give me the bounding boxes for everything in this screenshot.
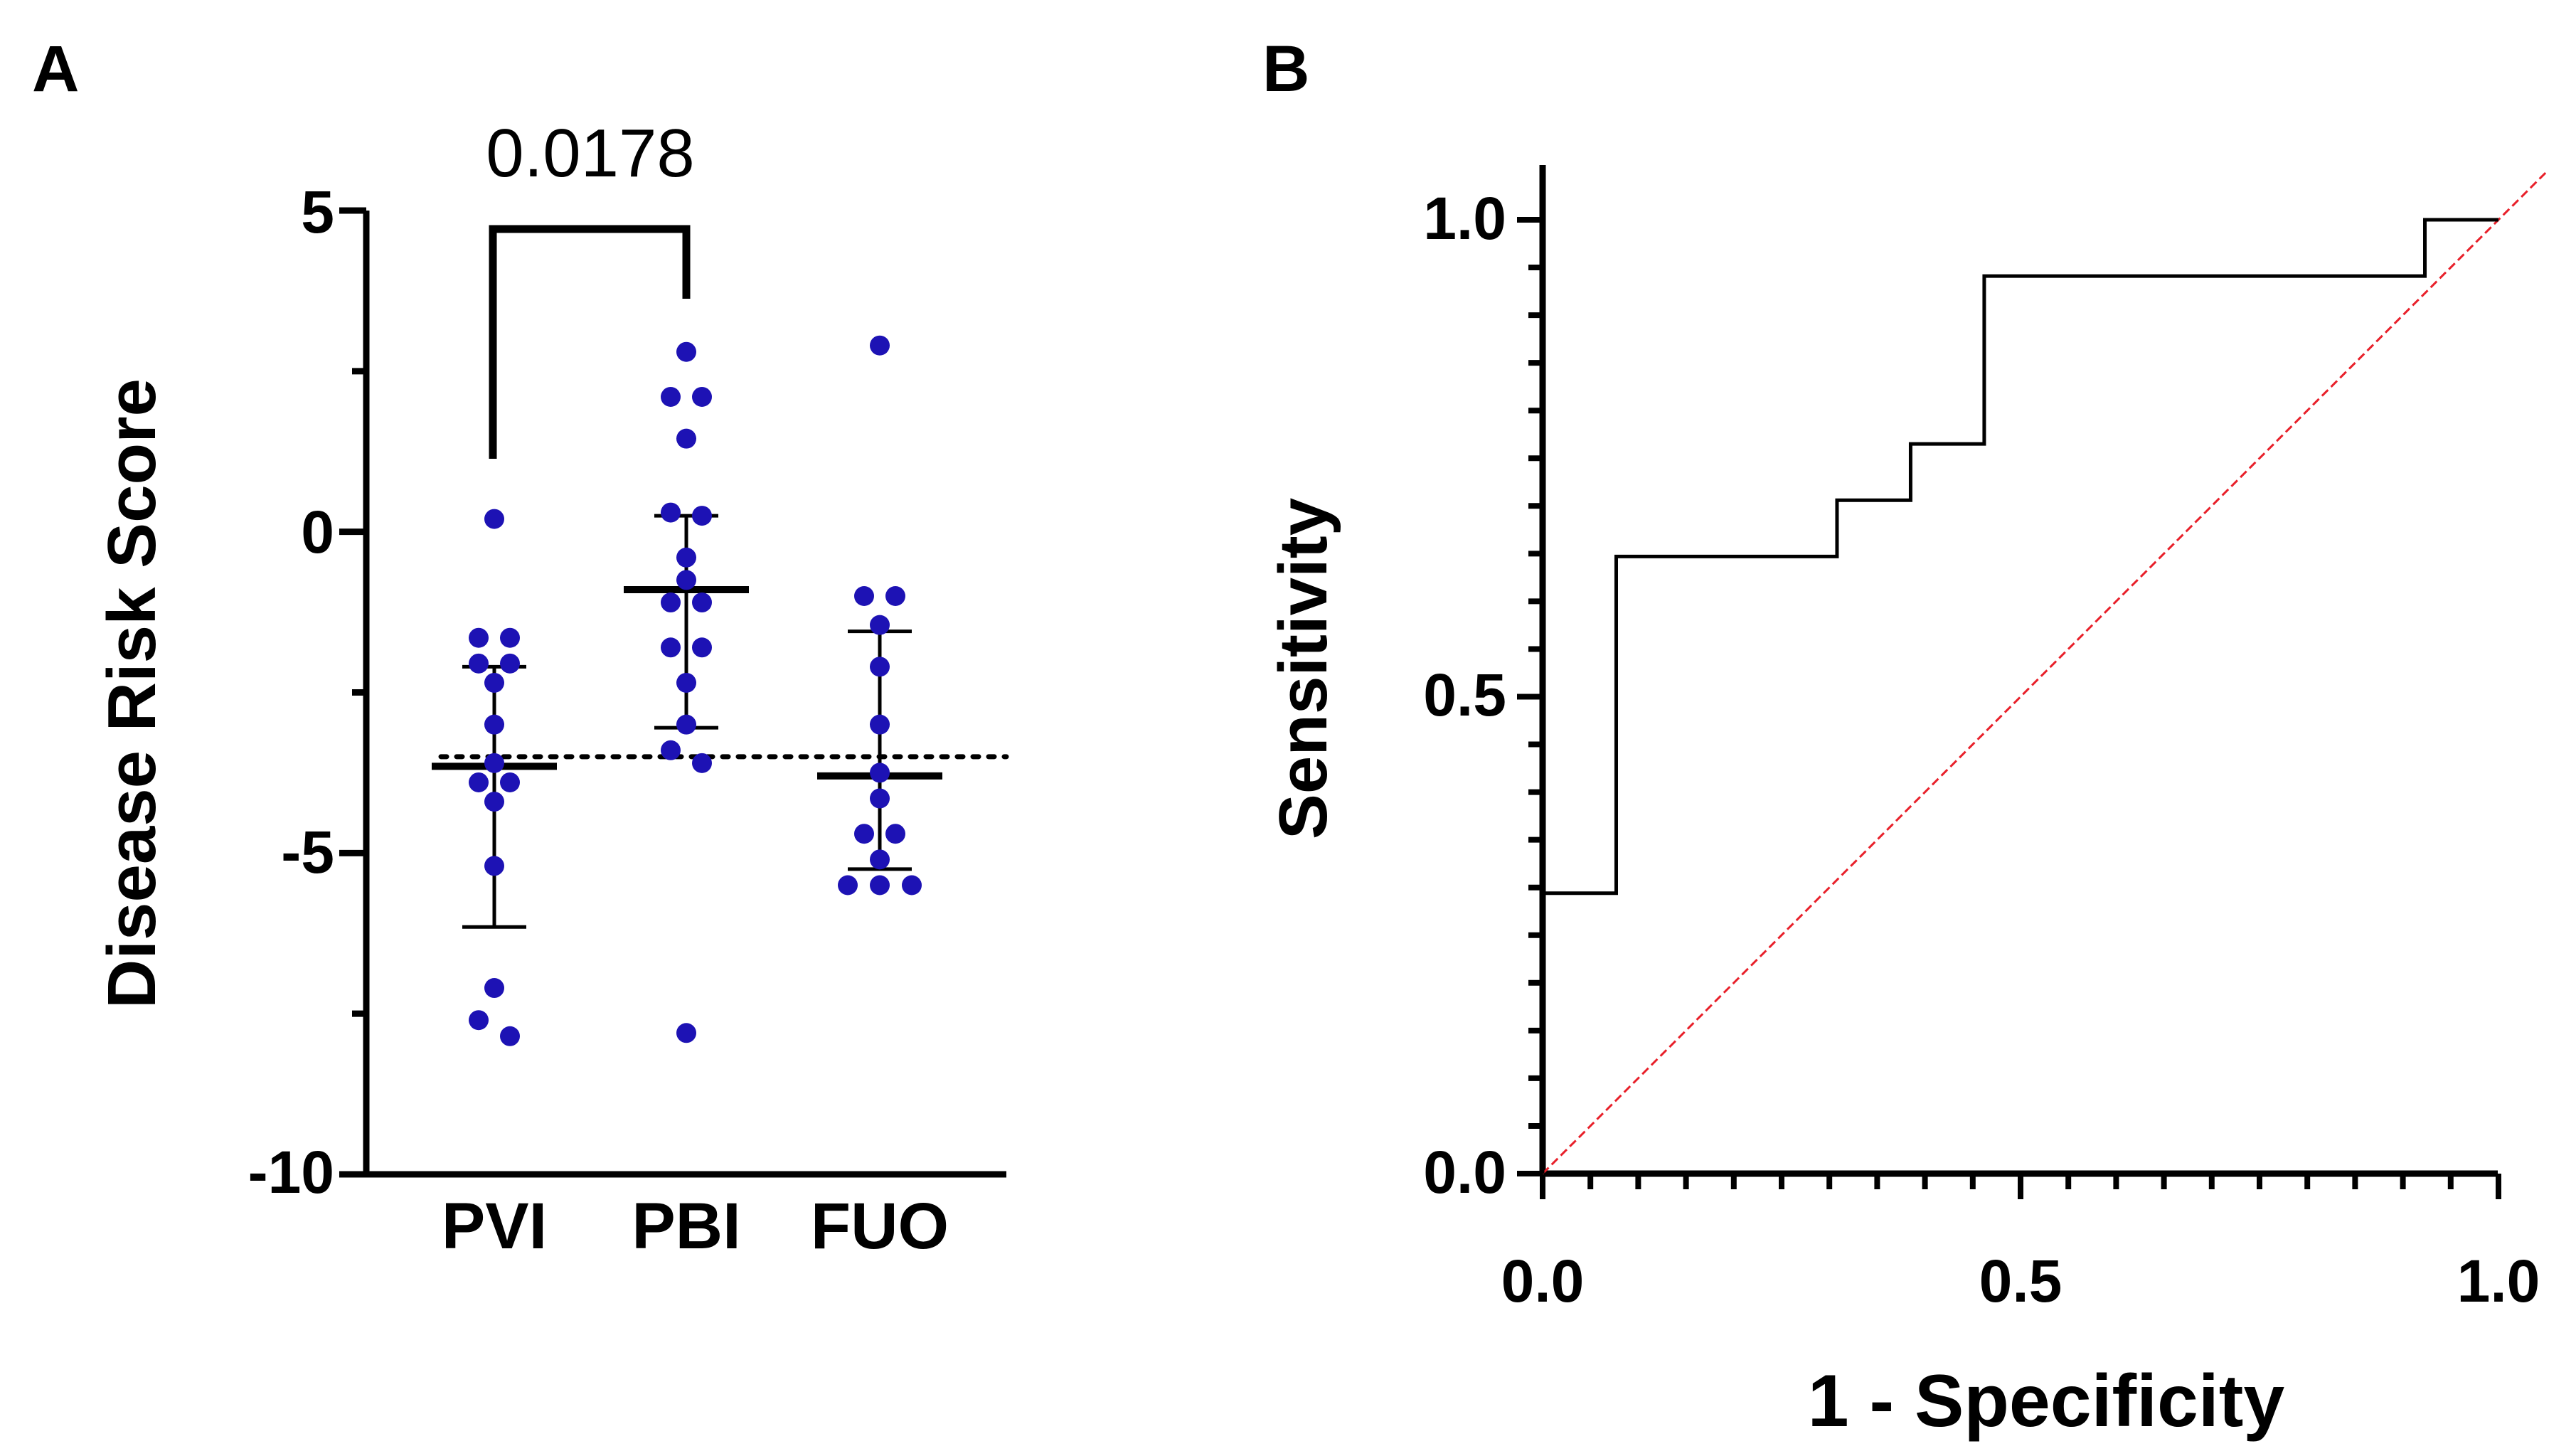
x-tick-label-pbi: PBI: [632, 1190, 740, 1263]
data-point-fuo: [870, 788, 890, 809]
data-point-pbi: [661, 502, 681, 523]
data-point-fuo: [870, 615, 890, 635]
data-point-fuo: [870, 849, 890, 870]
x-tick-label-pvi: PVI: [442, 1190, 547, 1263]
data-point-pvi: [500, 653, 520, 674]
data-point-pvi: [469, 1010, 489, 1031]
x-tick-label: 1.0: [2457, 1248, 2540, 1314]
panel-a: A 5 0 -5 -10 Disease Risk Score PVI PBI …: [32, 33, 1009, 1263]
significance-bracket: [489, 225, 691, 459]
data-point-pbi: [676, 714, 696, 735]
y-tick-label: -10: [248, 1139, 334, 1206]
data-point-fuo: [870, 714, 890, 735]
y-tick-label: 1.0: [1423, 185, 1506, 252]
data-point-pbi: [676, 672, 696, 693]
reference-diagonal-line: [1541, 171, 2548, 1175]
data-point-pbi: [661, 637, 681, 658]
data-point-fuo: [902, 875, 922, 896]
data-point-fuo: [838, 875, 858, 896]
data-point-pbi: [692, 506, 712, 526]
panel-b-y-axis-title: Sensitivity: [1265, 498, 1341, 839]
y-tick-label: 0.5: [1423, 661, 1506, 728]
data-point-pvi: [484, 714, 504, 735]
data-point-pvi: [469, 772, 489, 792]
data-point-fuo: [854, 586, 874, 606]
data-point-pvi: [484, 509, 504, 529]
data-point-pvi: [500, 772, 520, 792]
panel-a-x-tick-labels: PVI PBI FUO: [442, 1190, 949, 1263]
data-point-pvi: [484, 672, 504, 693]
data-point-pbi: [676, 547, 696, 568]
x-tick-label: 0.0: [1501, 1248, 1585, 1314]
data-point-fuo: [885, 586, 905, 606]
data-point-fuo: [870, 762, 890, 783]
data-point-pbi: [676, 341, 696, 362]
y-tick-label: 0: [301, 499, 334, 565]
panel-a-y-ticks: [339, 207, 366, 1178]
data-point-pvi: [500, 1026, 520, 1046]
panel-b-x-tick-labels: 0.0 0.5 1.0: [1501, 1248, 2540, 1314]
data-point-pvi: [484, 978, 504, 999]
data-point-pvi: [484, 792, 504, 812]
panel-a-points: [469, 335, 922, 1046]
data-point-fuo: [885, 824, 905, 844]
data-point-pvi: [484, 856, 504, 876]
data-point-pbi: [661, 386, 681, 407]
panel-a-y-tick-labels: 5 0 -5 -10: [248, 179, 334, 1206]
x-tick-label-fuo: FUO: [811, 1190, 949, 1263]
roc-curve: [1540, 218, 2498, 1174]
data-point-pvi: [469, 653, 489, 674]
data-point-pbi: [661, 593, 681, 613]
panel-a-y-axis-title: Disease Risk Score: [94, 378, 170, 1009]
data-point-pbi: [692, 386, 712, 407]
data-point-pvi: [469, 627, 489, 648]
data-point-pbi: [676, 428, 696, 449]
panel-b-x-ticks: [1540, 1174, 2501, 1199]
panel-a-label: A: [32, 33, 79, 105]
panel-b-y-tick-labels: 0.0 0.5 1.0: [1423, 185, 1506, 1206]
data-point-pbi: [692, 637, 712, 658]
data-point-fuo: [854, 824, 874, 844]
data-point-pbi: [661, 740, 681, 760]
p-value-label: 0.0178: [486, 115, 695, 191]
y-tick-label: 0.0: [1423, 1139, 1506, 1206]
y-tick-label: -5: [281, 819, 334, 886]
y-tick-label: 5: [301, 179, 334, 245]
panel-b-y-ticks: [1517, 217, 1543, 1176]
x-tick-label: 0.5: [1979, 1248, 2063, 1314]
data-point-fuo: [870, 335, 890, 356]
data-point-pbi: [676, 570, 696, 590]
data-point-pbi: [676, 1023, 696, 1043]
data-point-pbi: [692, 753, 712, 773]
data-point-pvi: [500, 627, 520, 648]
data-point-fuo: [870, 875, 890, 896]
data-point-fuo: [870, 657, 890, 677]
data-point-pvi: [484, 753, 504, 773]
panel-b-label: B: [1262, 33, 1309, 105]
panel-b-x-axis-title: 1 - Specificity: [1808, 1360, 2285, 1442]
panel-b: B 0.0 0.5 1.0 0.0 0.5 1.0 Sensitivity 1 …: [1262, 33, 2548, 1442]
data-point-pbi: [692, 593, 712, 613]
